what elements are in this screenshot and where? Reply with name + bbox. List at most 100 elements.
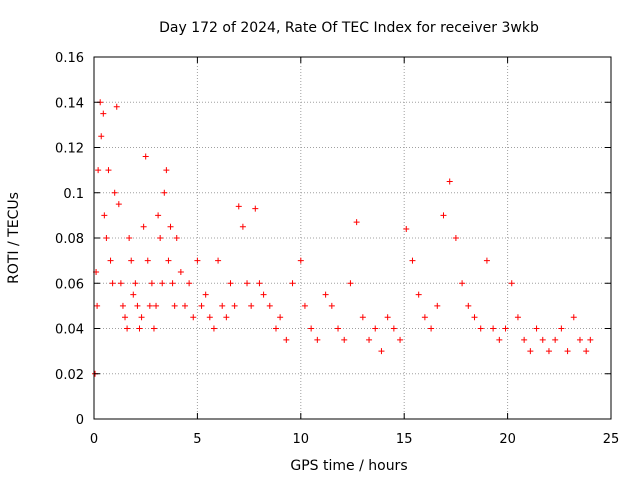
data-point <box>514 314 521 321</box>
data-point <box>194 257 201 264</box>
data-point <box>181 302 188 309</box>
x-tick-label: 25 <box>603 432 620 447</box>
data-point <box>256 280 263 287</box>
data-point <box>206 314 213 321</box>
data-point <box>452 235 459 241</box>
y-tick-label: 0.08 <box>55 232 84 247</box>
x-tick-label: 10 <box>293 432 310 447</box>
data-point <box>165 257 172 264</box>
data-point <box>117 280 124 287</box>
data-point <box>105 167 112 174</box>
data-point <box>98 133 105 140</box>
data-point <box>227 280 234 287</box>
data-point <box>109 280 116 287</box>
data-point <box>124 325 131 332</box>
data-point <box>122 314 129 321</box>
y-tick-label: 0.04 <box>55 323 84 338</box>
data-point <box>434 302 441 309</box>
x-tick-label: 0 <box>90 432 98 447</box>
data-point <box>483 257 490 264</box>
data-point <box>587 336 594 343</box>
data-point <box>94 302 101 309</box>
data-point <box>570 314 577 321</box>
x-axis-label: GPS time / hours <box>290 458 407 474</box>
data-point <box>140 223 147 230</box>
data-point <box>459 280 466 287</box>
y-tick-label: 0.14 <box>55 96 84 111</box>
data-point <box>136 325 143 332</box>
data-point <box>223 314 230 321</box>
data-point <box>150 325 157 332</box>
data-point <box>403 225 410 232</box>
data-point <box>322 291 329 298</box>
data-point <box>508 280 515 287</box>
data-point <box>215 257 222 264</box>
x-axis-ticks: 0 5 10 15 20 25 <box>90 57 619 447</box>
x-tick-label: 15 <box>396 432 413 447</box>
data-point <box>277 314 284 321</box>
data-point <box>95 167 102 174</box>
data-point <box>272 325 279 332</box>
data-point <box>157 235 164 241</box>
data-point <box>155 212 162 219</box>
data-point <box>502 325 509 332</box>
y-tick-label: 0.06 <box>55 277 84 292</box>
data-point <box>148 280 155 287</box>
data-point <box>289 280 296 287</box>
y-tick-label: 0.12 <box>55 142 84 157</box>
data-point <box>564 348 571 355</box>
data-point <box>558 325 565 332</box>
data-point <box>576 336 583 343</box>
data-point <box>115 201 122 208</box>
data-point <box>465 302 472 309</box>
data-point <box>231 302 238 309</box>
data-point <box>440 212 447 219</box>
data-point <box>146 302 153 309</box>
y-axis-ticks: 0 0.02 0.04 0.06 0.08 0.1 0.12 0.14 0.16 <box>55 51 611 428</box>
data-point <box>266 302 273 309</box>
data-point <box>397 336 404 343</box>
data-point <box>248 302 255 309</box>
data-point <box>583 348 590 355</box>
data-point <box>471 314 478 321</box>
data-point <box>335 325 342 332</box>
data-point <box>477 325 484 332</box>
data-point <box>101 212 108 219</box>
data-point <box>421 314 428 321</box>
data-point <box>161 189 168 196</box>
y-tick-label: 0 <box>76 413 84 428</box>
data-point <box>210 325 217 332</box>
data-point <box>527 348 534 355</box>
data-point <box>142 153 149 160</box>
data-points <box>92 99 594 377</box>
data-point <box>359 314 366 321</box>
data-point <box>132 280 139 287</box>
data-point <box>347 280 354 287</box>
data-point <box>126 235 133 241</box>
data-point <box>202 291 209 298</box>
data-point <box>159 280 166 287</box>
grid-lines <box>94 57 611 419</box>
x-tick-label: 20 <box>499 432 516 447</box>
data-point <box>552 336 559 343</box>
data-point <box>341 336 348 343</box>
data-point <box>103 235 110 241</box>
data-point <box>163 167 170 174</box>
data-point <box>119 302 126 309</box>
y-axis-label: ROTI / TECUs <box>6 192 22 284</box>
data-point <box>171 302 178 309</box>
data-point <box>177 268 184 275</box>
data-point <box>328 302 335 309</box>
data-point <box>372 325 379 332</box>
data-point <box>113 103 120 110</box>
data-point <box>353 219 360 226</box>
data-point <box>283 336 290 343</box>
y-tick-label: 0.02 <box>55 368 84 383</box>
data-point <box>235 203 242 210</box>
data-point <box>100 110 107 117</box>
data-point <box>378 348 385 355</box>
data-point <box>167 223 174 230</box>
data-point <box>384 314 391 321</box>
data-point <box>390 325 397 332</box>
